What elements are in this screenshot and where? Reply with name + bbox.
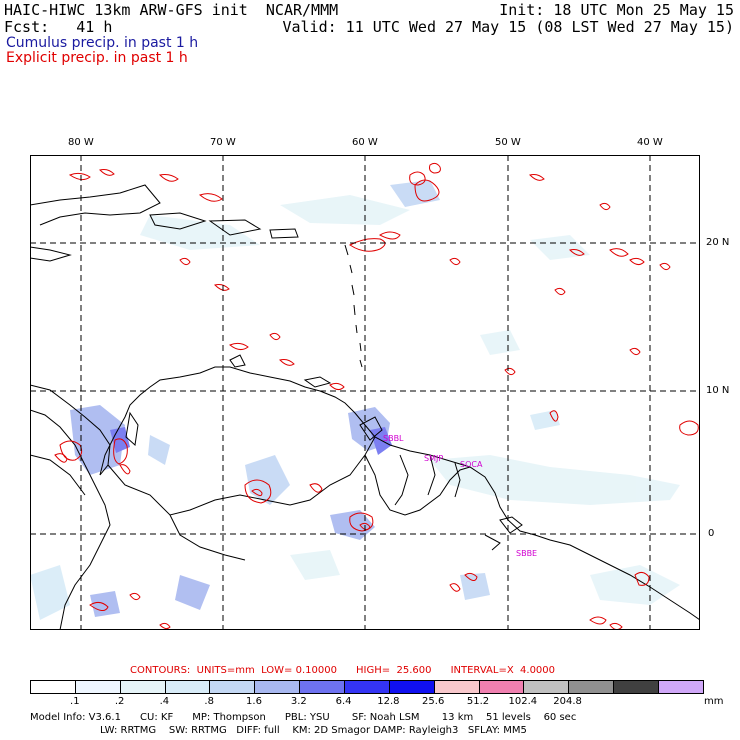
colorbar-segment (659, 681, 703, 693)
colorbar-tick-label: .8 (204, 696, 214, 707)
colorbar-unit: mm (704, 696, 724, 707)
colorbar-segment (75, 681, 121, 693)
lat-label-10n: 10 N (706, 385, 730, 396)
colorbar-segment (479, 681, 525, 693)
precip-map: SBBL SMJP SOCA SBBE (30, 155, 700, 630)
cumulus-legend: Cumulus precip. in past 1 h (6, 35, 199, 51)
colorbar-segment (31, 681, 76, 693)
forecast-hour: Fcst: 41 h (4, 18, 113, 36)
map-frame (30, 155, 700, 630)
site-label-soca: SOCA (460, 460, 483, 469)
lon-label-60w: 60 W (352, 137, 378, 148)
site-label-sbbl: SBBL (383, 434, 404, 443)
colorbar-segment (165, 681, 211, 693)
coastlines (30, 184, 700, 630)
contours-info: CONTOURS: UNITS=mm LOW= 0.10000 HIGH= 25… (130, 665, 556, 676)
colorbar-segment (300, 681, 346, 693)
lon-label-50w: 50 W (495, 137, 521, 148)
valid-time: Valid: 11 UTC Wed 27 May 15 (08 LST Wed … (282, 18, 734, 36)
colorbar-segment (569, 681, 615, 693)
lon-label-70w: 70 W (210, 137, 236, 148)
colorbar-segment (255, 681, 301, 693)
colorbar-segment (434, 681, 480, 693)
colorbar-segment (210, 681, 256, 693)
colorbar-tick-label: 204.8 (553, 696, 582, 707)
colorbar-tick-label: 6.4 (335, 696, 352, 707)
site-label-smjp: SMJP (424, 454, 444, 463)
colorbar-segment (389, 681, 435, 693)
cumulus-precip-areas (30, 180, 680, 620)
colorbar-segment (614, 681, 660, 693)
explicit-legend: Explicit precip. in past 1 h (6, 50, 188, 66)
colorbar-tick-label: 1.6 (246, 696, 262, 707)
colorbar-tick-label: 12.8 (377, 696, 400, 707)
colorbar-segment (120, 681, 166, 693)
model-info-line2: LW: RRTMG SW: RRTMG DIFF: full KM: 2D Sm… (100, 725, 527, 736)
colorbar-tick-label: 102.4 (508, 696, 538, 707)
lat-label-0: 0 (708, 528, 715, 539)
map-canvas (30, 155, 700, 630)
site-label-sbbe: SBBE (516, 549, 538, 558)
init-time: Init: 18 UTC Mon 25 May 15 (499, 1, 734, 19)
colorbar-tick-label: .2 (114, 696, 125, 707)
colorbar (30, 680, 704, 694)
colorbar-tick-label: 25.6 (422, 696, 445, 707)
colorbar-segment (345, 681, 390, 693)
model-info-line1: Model Info: V3.6.1 CU: KF MP: Thompson P… (30, 712, 577, 723)
explicit-precip-contours (54, 162, 699, 630)
lat-label-20n: 20 N (706, 237, 730, 248)
colorbar-tick-label: 51.2 (466, 696, 490, 707)
lon-label-80w: 80 W (68, 137, 94, 148)
colorbar-segment (524, 681, 570, 693)
lon-label-40w: 40 W (637, 137, 663, 148)
model-title: HAIC-HIWC 13km ARW-GFS init NCAR/MMM (4, 1, 339, 19)
colorbar-tick-label: 3.2 (290, 696, 307, 707)
lat-lon-grid (30, 155, 700, 630)
colorbar-tick-label: .4 (159, 696, 170, 707)
colorbar-tick-label: .1 (70, 696, 80, 707)
